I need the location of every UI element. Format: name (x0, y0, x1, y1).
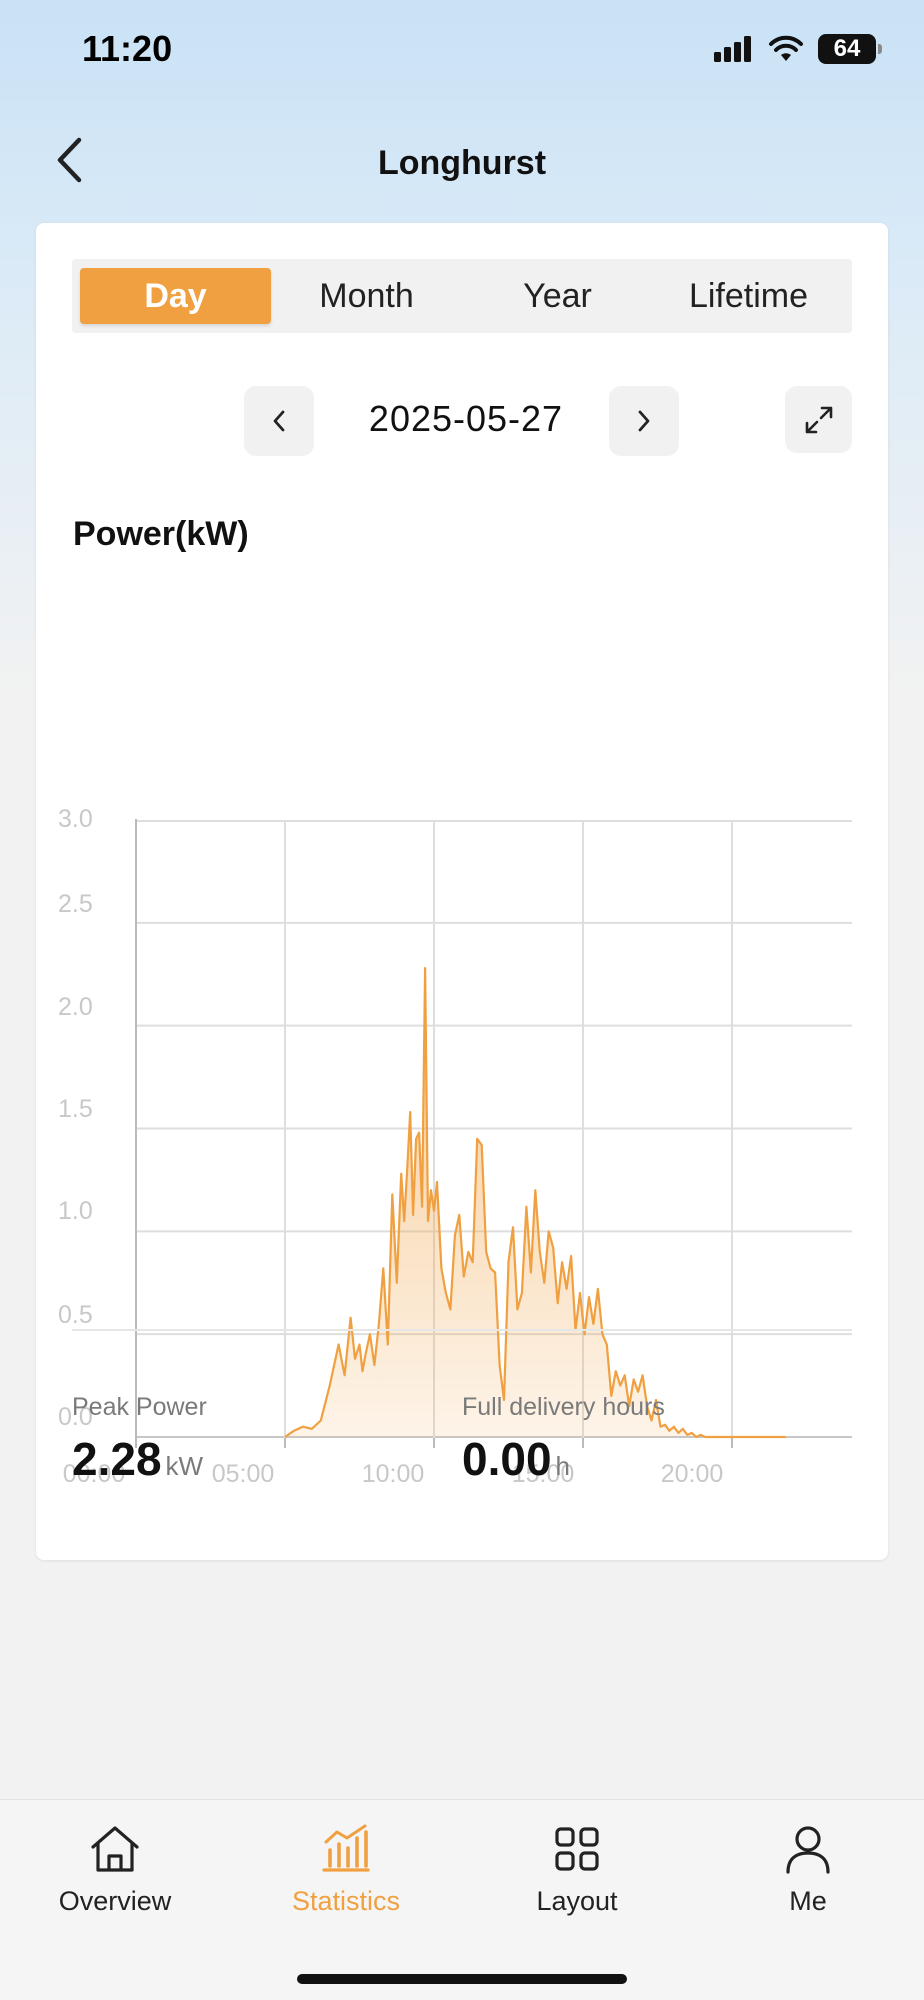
bottom-nav: Overview Statistics Layout Me (0, 1799, 924, 2000)
chevron-right-icon (638, 410, 650, 432)
chevron-left-icon (273, 410, 285, 432)
chart-title: Power(kW) (73, 515, 249, 553)
nav-statistics[interactable]: Statistics (246, 1820, 446, 1930)
home-icon (91, 1826, 139, 1872)
chevron-left-icon (57, 137, 82, 183)
x-tick-label: 15:00 (512, 1460, 575, 1488)
power-chart: 0.0 0.5 1.0 1.5 2.0 2.5 3.0 00:00 05:00 10:00 15:0… (58, 805, 852, 1488)
page-title: Longhurst (377, 144, 547, 182)
home-indicator (297, 1974, 627, 1984)
header: Longhurst (0, 110, 924, 210)
nav-overview[interactable]: Overview (15, 1820, 215, 1930)
statistics-card: Day Month Year Lifetime 2025-05-27 Power… (36, 223, 888, 1560)
cellular-signal-icon (714, 36, 751, 62)
peak-power-value: 2.28 (72, 1433, 162, 1485)
nav-overview-label: Overview (58, 1886, 172, 1916)
x-tick-label: 10:00 (362, 1460, 425, 1488)
divider (72, 1329, 852, 1331)
tab-lifetime[interactable]: Lifetime (688, 276, 809, 315)
full-delivery-hours-stat: Full delivery hours 0.00 h (462, 1393, 665, 1486)
nav-me-label: Me (789, 1886, 827, 1916)
y-tick-label: 0.0 (58, 1403, 93, 1431)
bar-chart-icon (322, 1824, 370, 1872)
peak-power-stat: Peak Power 2.28 kW (72, 1393, 207, 1486)
y-tick-label: 2.5 (58, 890, 93, 918)
full-delivery-hours-value: 0.00 (462, 1433, 552, 1485)
peak-power-unit: kW (165, 1451, 204, 1481)
power-series-line (284, 967, 786, 1439)
full-delivery-hours-unit: h (555, 1451, 570, 1481)
expand-chart-button[interactable] (785, 386, 852, 453)
x-tick-label: 05:00 (212, 1460, 275, 1488)
status-time: 11:20 (82, 28, 173, 69)
user-icon (786, 1826, 830, 1874)
y-tick-label: 1.5 (58, 1095, 93, 1123)
y-tick-label: 2.0 (58, 993, 93, 1021)
date-navigator: 2025-05-27 (36, 386, 888, 456)
x-tick-label: 20:00 (661, 1460, 724, 1488)
nav-layout-label: Layout (536, 1886, 618, 1916)
y-tick-label: 3.0 (58, 805, 93, 833)
tab-month[interactable]: Month (319, 276, 414, 315)
expand-icon (805, 406, 832, 433)
selected-date[interactable]: 2025-05-27 (368, 398, 564, 439)
y-tick-label: 0.5 (58, 1301, 93, 1329)
nav-statistics-label: Statistics (291, 1886, 401, 1916)
x-tick-label: 00:00 (63, 1460, 126, 1488)
grid-icon (555, 1827, 599, 1871)
previous-date-button[interactable] (244, 386, 314, 456)
status-bar: 11:20 64 (0, 0, 924, 100)
nav-layout[interactable]: Layout (477, 1820, 677, 1930)
tab-day[interactable]: Day (80, 268, 271, 324)
status-icons: 64 (714, 34, 882, 64)
period-tabs: Day Month Year Lifetime (72, 259, 852, 333)
nav-me[interactable]: Me (708, 1820, 908, 1930)
full-delivery-hours-label: Full delivery hours (462, 1393, 665, 1421)
battery-icon: 64 (818, 34, 882, 64)
next-date-button[interactable] (609, 386, 679, 456)
back-button[interactable] (40, 130, 100, 190)
y-tick-label: 1.0 (58, 1197, 93, 1225)
wifi-icon (769, 35, 803, 61)
peak-power-label: Peak Power (72, 1393, 207, 1421)
tab-year[interactable]: Year (523, 276, 592, 315)
